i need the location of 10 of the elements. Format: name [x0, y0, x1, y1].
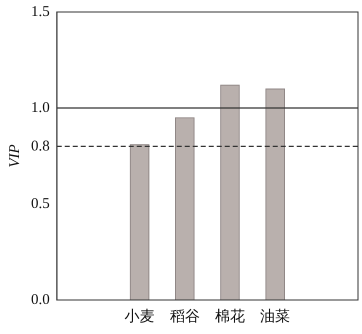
y-axis-title: VIP	[6, 144, 23, 168]
y-tick-label: 1.0	[31, 100, 50, 116]
y-tick-label: 0.0	[31, 292, 50, 308]
y-tick-label: 1.5	[31, 4, 50, 20]
x-tick-label: 稻谷	[170, 308, 200, 325]
x-tick-label: 小麦	[124, 308, 155, 325]
x-tick-label: 油菜	[260, 308, 290, 325]
x-tick-label: 棉花	[214, 308, 245, 325]
y-tick-label: 0.8	[31, 138, 50, 154]
y-tick-label: 0.5	[31, 196, 50, 212]
